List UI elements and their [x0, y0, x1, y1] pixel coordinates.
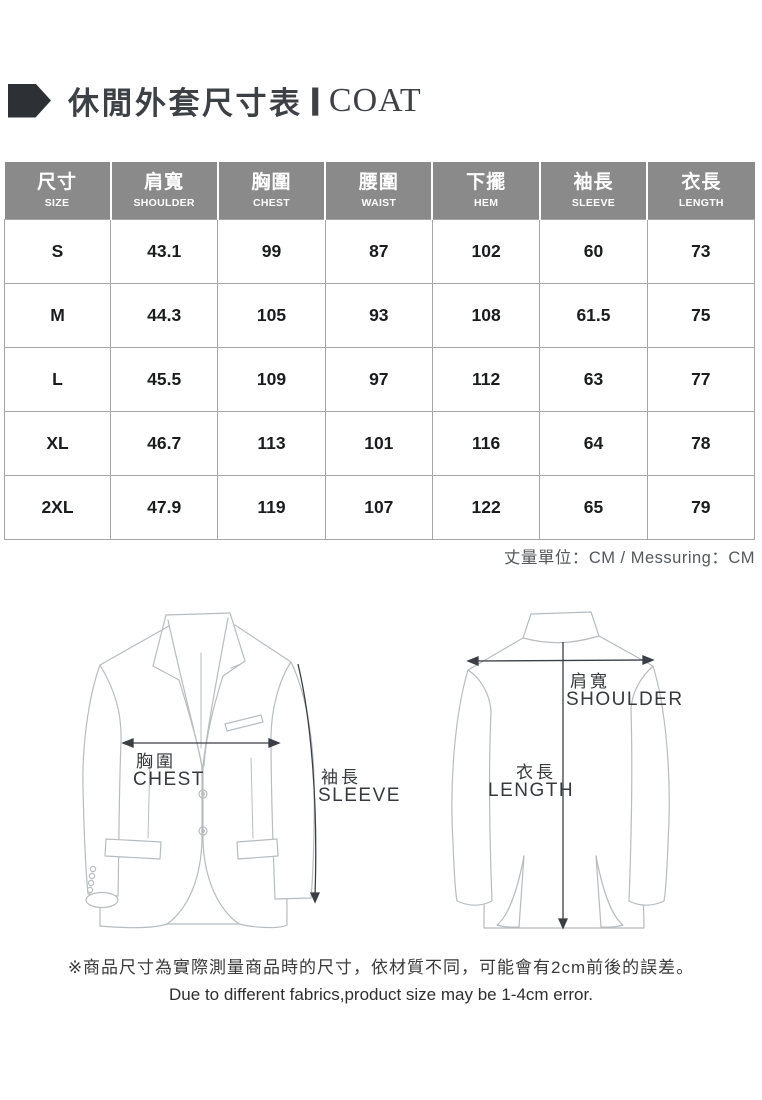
page-title-en: COAT [328, 81, 422, 119]
cell-value: 122 [431, 475, 541, 540]
column-header-size: 尺寸 SIZE [4, 162, 112, 220]
cell-value: 43.1 [109, 219, 219, 284]
page-title: 休閒外套尺寸表 | COAT [8, 78, 422, 123]
cell-value: 87 [324, 219, 433, 284]
cell-value: 46.7 [109, 411, 219, 476]
size-table-header: 尺寸 SIZE 肩寬 SHOULDER 胸圍 CHEST 腰圍 WAIST 下擺 HEM … [4, 162, 755, 220]
cell-value: 112 [431, 347, 541, 412]
chest-label-zh: 胸圍 [136, 752, 176, 771]
column-header-sleeve: 袖長 SLEEVE [539, 162, 649, 220]
cell-value: 63 [539, 347, 648, 412]
cell-value: 61.5 [539, 283, 648, 348]
cell-value: 102 [431, 219, 541, 284]
sleeve-label-en: SLEEVE [318, 785, 401, 806]
cell-value: 65 [539, 475, 648, 540]
cell-size: M [4, 283, 111, 348]
cell-value: 77 [646, 347, 756, 412]
back-jacket-sketch [451, 611, 670, 930]
cell-value: 119 [217, 475, 326, 540]
cell-value: 93 [324, 283, 433, 348]
column-header-chest: 胸圍 CHEST [217, 162, 327, 220]
cell-value: 44.3 [109, 283, 219, 348]
arrow-tag-icon [8, 83, 51, 118]
column-header-waist: 腰圍 WAIST [325, 162, 434, 220]
cell-value: 116 [431, 411, 541, 476]
cell-value: 73 [646, 219, 756, 284]
measuring-unit-note: 丈量單位：CM / Messuring：CM [503, 549, 755, 567]
length-arrow [557, 642, 569, 930]
cell-value: 113 [217, 411, 326, 476]
title-divider: | [307, 82, 322, 116]
sleeve-label-zh: 袖長 [321, 768, 361, 787]
chest-label-en: CHEST [133, 769, 205, 790]
table-row-xl: XL 46.7 113 101 116 64 78 [4, 411, 756, 476]
table-row-2xl: 2XL 47.9 119 107 122 65 79 [4, 475, 756, 540]
shoulder-arrow [466, 655, 655, 666]
cell-value: 107 [324, 475, 433, 540]
cell-value: 45.5 [109, 347, 219, 412]
front-jacket-diagram [55, 598, 405, 948]
table-row-m: M 44.3 105 93 108 61.5 75 [4, 283, 756, 348]
cell-value: 109 [217, 347, 326, 412]
cell-value: 105 [217, 283, 326, 348]
cell-size: 2XL [4, 475, 111, 540]
disclaimer-en: Due to different fabrics,product size ma… [169, 985, 593, 1004]
cell-value: 75 [646, 283, 756, 348]
column-header-length: 衣長 LENGTH [647, 162, 755, 220]
cell-value: 101 [324, 411, 433, 476]
cell-size: L [4, 347, 111, 412]
column-header-shoulder: 肩寬 SHOULDER [110, 162, 219, 220]
table-row-s: S 43.1 99 87 102 60 73 [4, 219, 756, 284]
size-table: 尺寸 SIZE 肩寬 SHOULDER 胸圍 CHEST 腰圍 WAIST 下擺 HEM … [4, 162, 756, 540]
cell-size: XL [4, 411, 111, 476]
cell-value: 64 [539, 411, 648, 476]
cell-value: 79 [646, 475, 756, 540]
cell-value: 99 [217, 219, 326, 284]
back-jacket-diagram [420, 598, 762, 948]
page-title-zh: 休閒外套尺寸表 [68, 86, 303, 121]
cell-value: 108 [431, 283, 541, 348]
front-jacket-sketch [82, 612, 321, 929]
length-label-en: LENGTH [488, 780, 575, 801]
cell-size: S [4, 219, 111, 284]
column-header-hem: 下擺 HEM [432, 162, 541, 220]
chest-arrow [121, 738, 281, 748]
cell-value: 60 [539, 219, 648, 284]
cell-value: 47.9 [109, 475, 219, 540]
sleeve-arrow [297, 663, 321, 904]
shoulder-label-en: SHOULDER [566, 689, 684, 710]
cell-value: 97 [324, 347, 433, 412]
length-label-zh: 衣長 [516, 763, 556, 782]
disclaimer-zh: ※商品尺寸為實際測量商品時的尺寸，依材質不同，可能會有2cm前後的誤差。 [67, 958, 695, 977]
shoulder-label-zh: 肩寬 [570, 672, 610, 691]
table-row-l: L 45.5 109 97 112 63 77 [4, 347, 756, 412]
cell-value: 78 [646, 411, 756, 476]
